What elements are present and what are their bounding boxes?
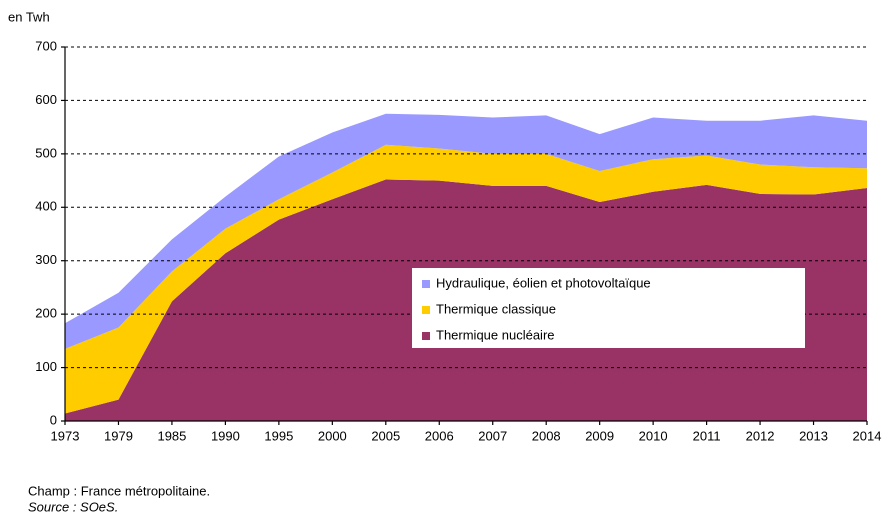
x-tick-label: 1973: [51, 428, 80, 443]
area: [65, 113, 867, 349]
x-tick-label: 1995: [264, 428, 293, 443]
x-tick-label: 2009: [585, 428, 614, 443]
legend-box: [412, 268, 805, 348]
x-tick-label: 2005: [371, 428, 400, 443]
x-tick-label: 2012: [746, 428, 775, 443]
legend-swatch: [422, 306, 430, 314]
y-tick-label: 200: [35, 306, 57, 321]
y-tick-label: 300: [35, 252, 57, 267]
x-tick-label: 2008: [532, 428, 561, 443]
x-tick-label: 2014: [853, 428, 882, 443]
x-tick-label: 2000: [318, 428, 347, 443]
y-tick-label: 400: [35, 199, 57, 214]
x-tick-label: 2011: [693, 428, 721, 443]
y-tick-label: 500: [35, 145, 57, 160]
y-axis-label: en Twh: [8, 9, 50, 24]
x-tick-label: 2007: [478, 428, 507, 443]
x-tick-label: 1979: [104, 428, 133, 443]
x-tick-label: 2013: [799, 428, 828, 443]
x-tick-label: 2006: [425, 428, 454, 443]
legend-swatch: [422, 280, 430, 288]
x-tick-label: 1985: [157, 428, 186, 443]
note: Champ : France métropolitaine.: [28, 483, 210, 498]
y-tick-label: 0: [50, 412, 57, 427]
note: Source : SOeS.: [28, 499, 118, 514]
legend-label: Thermique nucléaire: [436, 327, 555, 342]
x-tick-label: 2010: [639, 428, 668, 443]
y-tick-label: 100: [35, 359, 57, 374]
y-tick-label: 600: [35, 92, 57, 107]
area: [65, 144, 867, 414]
legend-label: Hydraulique, éolien et photovoltaïque: [436, 275, 651, 290]
legend-swatch: [422, 332, 430, 340]
legend-label: Thermique classique: [436, 301, 556, 316]
x-tick-label: 1990: [211, 428, 240, 443]
y-tick-label: 700: [35, 38, 57, 53]
